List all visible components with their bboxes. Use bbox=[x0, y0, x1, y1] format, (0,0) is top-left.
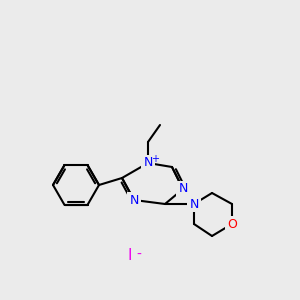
Text: N: N bbox=[178, 182, 188, 196]
Text: I: I bbox=[128, 248, 132, 262]
Text: O: O bbox=[227, 218, 237, 230]
Text: N: N bbox=[189, 197, 199, 211]
Text: N: N bbox=[129, 194, 139, 206]
Text: N: N bbox=[143, 157, 153, 169]
Text: +: + bbox=[151, 154, 159, 164]
Text: -: - bbox=[136, 248, 141, 262]
